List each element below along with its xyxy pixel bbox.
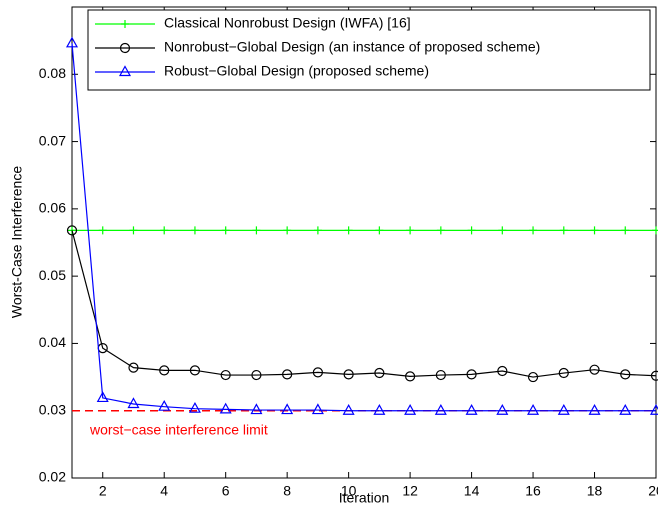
series-line [71,230,657,378]
y-tick-label: 0.06 [39,200,66,216]
legend-label: Classical Nonrobust Design (IWFA) [16] [164,15,411,31]
data-point [342,403,355,415]
data-point [129,226,138,235]
limit-label: worst−case interference limit [89,421,268,437]
data-point [127,397,140,409]
y-tick-label: 0.08 [39,65,66,81]
data-point [160,226,169,235]
data-point [158,399,171,411]
data-point [343,369,354,380]
legend-marker [118,65,132,77]
data-point [434,403,447,415]
x-tick-label: 10 [341,483,357,499]
data-point [252,226,261,235]
data-point [219,402,232,414]
x-tick-label: 14 [464,483,480,499]
y-tick-label: 0.03 [39,401,66,417]
data-point [498,226,507,235]
data-point [619,403,632,415]
y-axis-label: Worst-Case Interference [9,166,25,318]
data-point [590,226,599,235]
data-point [467,226,476,235]
x-tick-label: 16 [525,483,541,499]
data-point [558,367,569,379]
x-tick-label: 6 [222,483,230,499]
data-point [344,226,353,235]
data-point [620,369,631,380]
data-point [529,226,538,235]
data-point [221,226,230,235]
data-point [405,371,416,382]
legend-label: Robust−Global Design (proposed scheme) [164,63,429,79]
data-point [312,367,323,378]
legend-marker [119,42,131,54]
data-point [527,403,540,415]
data-point [375,226,384,235]
data-point [557,403,570,415]
y-tick-label: 0.04 [39,334,66,350]
data-point [374,367,385,379]
data-point [621,226,630,235]
legend-label: Nonrobust−Global Design (an instance of … [164,39,540,55]
data-point [190,226,199,235]
data-point [159,365,170,376]
data-point [250,403,263,415]
data-point [406,226,415,235]
data-point [404,403,417,415]
legend-marker [121,20,129,28]
data-point [649,403,658,415]
y-tick-label: 0.02 [39,469,66,485]
series-line [71,43,656,412]
data-point [559,226,568,235]
data-point [650,370,658,381]
y-tick-label: 0.07 [39,132,66,148]
data-point [66,225,78,236]
data-point [497,365,508,377]
data-point [373,403,386,415]
x-tick-label: 18 [587,483,603,499]
x-tick-label: 12 [402,483,418,499]
data-point [189,365,201,376]
data-point [588,403,601,415]
y-tick-label: 0.05 [39,267,66,283]
x-tick-label: 8 [283,483,291,499]
data-point [128,362,139,373]
legend [87,9,651,91]
x-axis-label: Iteration [339,490,390,506]
data-point [435,369,446,381]
data-point [496,403,509,415]
data-point [98,226,107,235]
data-point [465,403,478,415]
data-point [311,403,324,415]
data-point [65,36,79,48]
data-point [652,226,658,235]
data-point [283,226,292,235]
x-tick-label: 2 [99,483,107,499]
x-tick-label: 20 [648,483,658,499]
x-tick-label: 4 [160,483,168,499]
data-point [313,226,322,235]
data-point [282,369,293,380]
data-point [589,364,600,375]
data-point [466,369,477,380]
data-point [281,403,294,415]
data-point [220,369,231,381]
data-point [96,391,109,403]
data-point [527,371,539,383]
data-point [251,369,262,381]
data-point [188,401,201,413]
data-point [436,226,445,235]
